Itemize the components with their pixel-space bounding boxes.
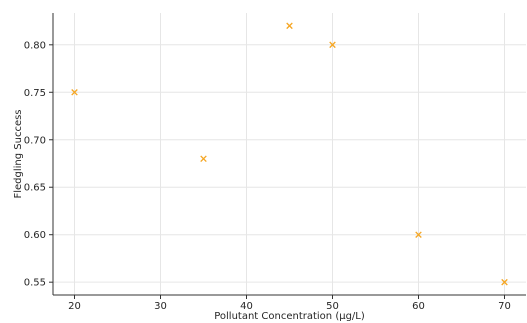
data-point	[71, 89, 78, 96]
data-point	[286, 22, 293, 30]
y-tick-label: 0.70	[24, 135, 46, 146]
x-tick-label: 20	[68, 301, 81, 312]
data-point	[501, 278, 508, 286]
y-tick-label: 0.55	[24, 278, 46, 289]
y-tick-label: 0.65	[24, 183, 46, 194]
data-point	[415, 231, 422, 238]
y-tick-label: 0.75	[24, 88, 46, 99]
x-tick-label: 40	[240, 301, 253, 312]
x-tick-label: 50	[326, 301, 339, 312]
grid-lines	[53, 13, 526, 295]
x-axis-label: Pollutant Concentration (µg/L)	[214, 311, 365, 322]
x-tick-label: 30	[154, 301, 167, 312]
tick-labels: 20 30 40 50 60 70 0.55 0.60 0.65 0.70 0.75 0.80	[24, 40, 511, 312]
data-point	[200, 155, 207, 163]
data-points	[71, 22, 508, 286]
y-tick-label: 0.80	[24, 40, 46, 51]
y-axis-label: Fledgling Success	[13, 109, 24, 198]
x-tick-label: 60	[412, 301, 425, 312]
axes	[49, 13, 526, 299]
y-tick-label: 0.60	[24, 230, 46, 241]
x-tick-label: 70	[498, 301, 511, 312]
data-point	[329, 41, 336, 49]
